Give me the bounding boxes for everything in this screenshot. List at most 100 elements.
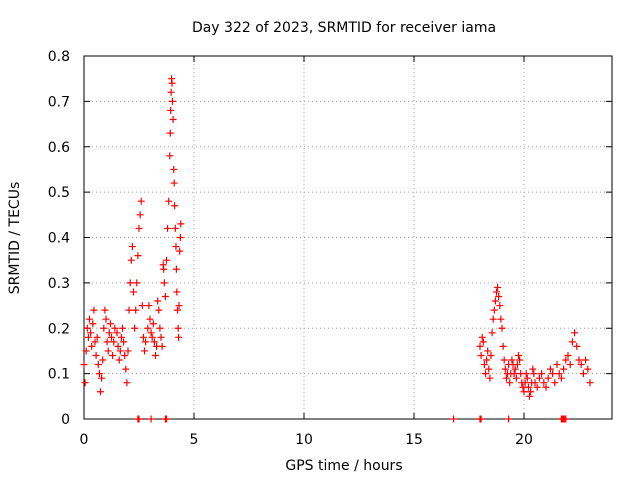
- x-tick-label: 10: [295, 432, 313, 448]
- data-point: [90, 306, 98, 314]
- data-point: [111, 324, 119, 332]
- data-point: [511, 365, 519, 373]
- data-point: [131, 324, 139, 332]
- data-point: [515, 351, 522, 359]
- x-tick-label: 5: [190, 432, 199, 448]
- data-point: [542, 383, 550, 391]
- data-point: [174, 324, 182, 332]
- data-point: [150, 338, 158, 346]
- data-point: [135, 415, 143, 423]
- data-point: [553, 361, 561, 369]
- data-point: [99, 356, 107, 364]
- data-point: [512, 374, 520, 382]
- data-point: [573, 342, 581, 350]
- data-point: [155, 306, 163, 314]
- data-point: [477, 415, 485, 423]
- data-point: [170, 165, 178, 173]
- data-point: [450, 415, 458, 423]
- data-point: [120, 338, 128, 346]
- data-point: [533, 383, 541, 391]
- data-point: [104, 347, 112, 355]
- data-point: [106, 320, 114, 328]
- data-point: [137, 197, 145, 205]
- data-point: [524, 383, 532, 391]
- data-point: [176, 234, 184, 241]
- data-point: [529, 365, 537, 373]
- tick-labels: 0 0.1 0.2 0.3 0.4 0.5 0.6 0.7 0.8 0 5 10 15 20: [48, 49, 533, 448]
- data-point: [103, 338, 111, 346]
- data-point: [100, 324, 108, 332]
- data-point: [141, 347, 148, 355]
- data-point: [568, 338, 576, 346]
- data-point: [530, 370, 538, 378]
- data-point: [148, 333, 156, 341]
- data-point: [485, 365, 493, 373]
- data-point: [491, 297, 499, 305]
- data-point: [115, 356, 123, 364]
- x-tick-label: 20: [515, 432, 533, 448]
- data-points: [80, 75, 594, 423]
- data-point: [83, 324, 91, 332]
- data-point: [177, 220, 185, 228]
- data-point: [176, 247, 184, 255]
- data-point: [93, 333, 101, 341]
- data-point: [89, 320, 97, 328]
- data-point: [173, 288, 181, 296]
- data-point: [169, 116, 177, 124]
- data-point: [160, 265, 168, 273]
- data-point: [128, 243, 136, 251]
- data-point: [136, 211, 144, 219]
- data-point: [81, 379, 89, 387]
- data-point: [582, 356, 590, 364]
- data-point: [123, 379, 131, 387]
- data-point: [505, 415, 513, 423]
- data-point: [586, 379, 594, 387]
- data-point: [92, 351, 100, 359]
- data-point: [158, 342, 166, 350]
- data-point: [168, 79, 176, 87]
- data-point: [484, 347, 492, 355]
- data-point: [117, 333, 125, 341]
- data-point: [488, 329, 496, 337]
- data-point: [510, 370, 518, 378]
- data-point: [175, 333, 183, 341]
- data-point: [489, 315, 497, 323]
- data-point: [497, 315, 505, 323]
- data-point: [546, 365, 554, 373]
- y-tick-label: 0.8: [48, 49, 70, 65]
- data-point: [147, 329, 155, 337]
- data-point: [500, 356, 508, 364]
- y-tick-label: 0.4: [48, 231, 70, 247]
- data-point: [166, 129, 174, 137]
- data-point: [487, 351, 495, 359]
- data-point: [498, 324, 506, 332]
- data-point: [480, 361, 488, 369]
- data-point: [88, 342, 96, 350]
- data-point: [174, 306, 181, 314]
- data-point: [105, 329, 113, 337]
- data-point: [523, 374, 531, 382]
- data-point: [144, 324, 152, 332]
- data-point: [562, 356, 570, 364]
- y-tick-label: 0.3: [48, 276, 70, 292]
- data-point: [157, 333, 165, 341]
- data-point: [584, 365, 592, 373]
- data-point: [170, 179, 178, 187]
- data-point: [138, 302, 146, 310]
- data-point: [142, 338, 150, 346]
- data-point: [538, 370, 546, 378]
- y-tick-label: 0.1: [48, 367, 70, 383]
- data-point: [527, 388, 535, 396]
- data-point: [113, 329, 121, 337]
- data-point: [566, 361, 574, 369]
- data-point: [508, 356, 516, 364]
- data-point: [164, 224, 172, 232]
- data-point: [496, 302, 504, 310]
- data-point: [478, 333, 486, 341]
- data-point: [555, 370, 563, 378]
- data-point: [535, 374, 543, 382]
- data-point: [82, 347, 90, 355]
- data-point: [84, 333, 92, 341]
